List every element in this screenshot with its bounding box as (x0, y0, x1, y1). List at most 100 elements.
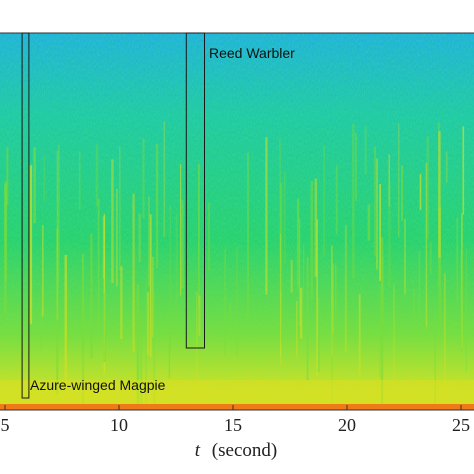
energy-streak (438, 207, 441, 326)
energy-streak (265, 137, 268, 295)
energy-streak (57, 144, 60, 283)
energy-streak (426, 136, 429, 240)
energy-streak (181, 200, 184, 289)
energy-streak (316, 219, 318, 377)
x-axis-label: t (second) (195, 440, 277, 461)
energy-streak (279, 233, 281, 357)
energy-streak (462, 126, 465, 215)
energy-streak (393, 284, 395, 410)
energy-streak (418, 251, 421, 331)
energy-streak (344, 225, 347, 353)
energy-streak (434, 312, 436, 410)
energy-streak (208, 202, 210, 271)
energy-streak (169, 204, 171, 353)
energy-streak (139, 310, 143, 410)
energy-streak (40, 306, 43, 349)
energy-streak (56, 228, 59, 395)
energy-streak (119, 146, 121, 270)
energy-streak (404, 218, 406, 295)
x-axis-unit: (second) (212, 440, 277, 461)
annotation-box (21, 32, 30, 399)
energy-streak (168, 316, 171, 379)
annotation-label: Reed Warbler (209, 45, 295, 61)
annotation-box (185, 32, 206, 349)
x-tick-label: 5 (1, 415, 10, 435)
energy-streak (43, 156, 46, 202)
energy-streak (381, 237, 384, 404)
energy-streak (379, 283, 382, 378)
energy-streak (335, 265, 337, 324)
energy-streak (303, 244, 305, 320)
spectrogram-plot-area (0, 33, 474, 410)
energy-streak (145, 278, 147, 410)
energy-streak (374, 146, 376, 257)
energy-streak (116, 189, 118, 286)
energy-streak (280, 292, 282, 365)
energy-streak (388, 181, 391, 287)
energy-streak (300, 287, 303, 339)
energy-streak (358, 294, 361, 375)
energy-streak (148, 196, 150, 286)
energy-streak (465, 249, 467, 374)
energy-streak (90, 233, 93, 358)
energy-streak (331, 305, 333, 410)
energy-streak (29, 165, 33, 325)
energy-streak (236, 247, 238, 358)
energy-streak (317, 299, 320, 373)
energy-streak (82, 253, 84, 350)
energy-streak (153, 291, 156, 410)
energy-streak (461, 213, 463, 349)
energy-streak (4, 181, 8, 282)
energy-streak (64, 254, 67, 410)
energy-streak (335, 165, 338, 235)
energy-streak (136, 284, 140, 410)
svg-text:t (second): t (second) (195, 440, 277, 461)
energy-streak (310, 181, 314, 300)
energy-streak (352, 124, 355, 279)
energy-streak (180, 164, 182, 296)
energy-streak (388, 154, 390, 207)
x-axis-symbol: t (195, 440, 201, 461)
spectrogram-bottom-edge (0, 404, 474, 410)
energy-streak (224, 249, 226, 355)
energy-streak (419, 174, 422, 210)
x-axis-ticks: 5 10 15 20 25 (1, 405, 470, 435)
energy-streak (444, 273, 446, 410)
energy-streak (376, 158, 378, 270)
x-tick-label: 25 (452, 415, 470, 435)
x-tick-label: 20 (338, 415, 356, 435)
energy-streak (103, 292, 106, 362)
energy-streak (314, 178, 318, 277)
energy-streak (299, 218, 301, 327)
energy-streak (296, 198, 300, 289)
energy-streak (102, 216, 105, 279)
energy-streak (33, 147, 36, 224)
energy-streak (142, 138, 145, 219)
energy-streak (95, 144, 99, 207)
energy-streak (81, 296, 85, 410)
energy-streak (438, 131, 441, 258)
energy-streak (111, 159, 114, 284)
energy-streak (198, 295, 201, 336)
energy-streak (279, 138, 281, 266)
energy-streak (445, 151, 448, 183)
energy-streak (146, 292, 150, 356)
energy-streak (97, 198, 100, 330)
energy-streak (175, 213, 178, 324)
energy-streak (355, 132, 357, 201)
energy-streak (120, 266, 123, 340)
energy-streak (323, 146, 325, 256)
energy-streak (367, 204, 371, 241)
energy-streak (132, 193, 135, 353)
energy-streak (149, 214, 152, 358)
energy-streak (306, 257, 309, 382)
energy-streak (163, 121, 166, 237)
energy-streak (152, 257, 154, 337)
energy-streak (379, 184, 381, 281)
spectrogram-texture (0, 33, 474, 410)
energy-streak (67, 285, 69, 340)
energy-streaks (4, 121, 467, 410)
energy-streak (364, 126, 367, 175)
annotation-layer: Azure-winged Magpie Reed Warbler (21, 32, 295, 399)
